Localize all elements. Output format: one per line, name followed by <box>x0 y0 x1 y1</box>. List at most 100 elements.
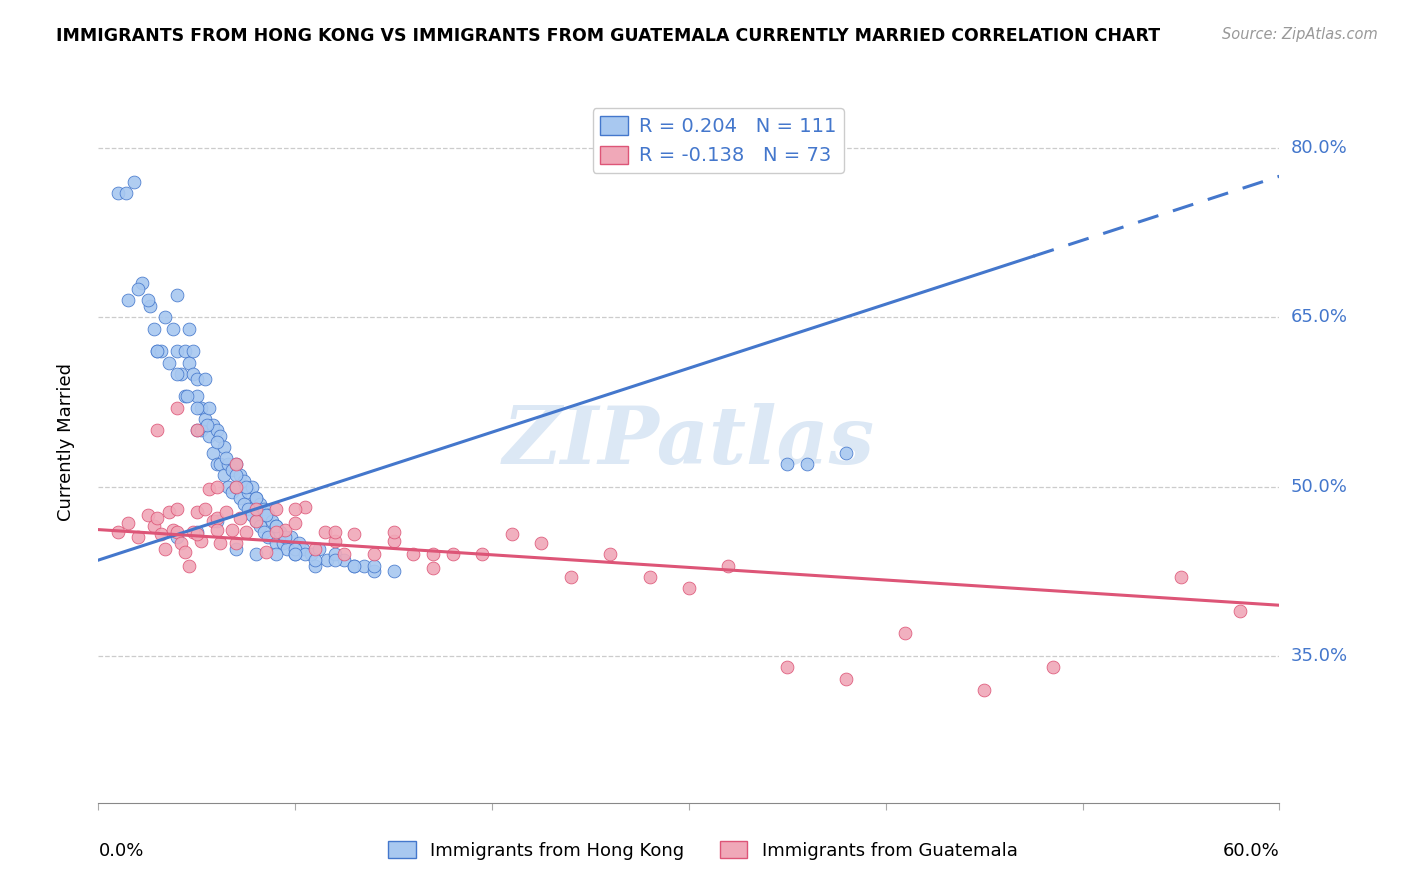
Point <box>225 536 247 550</box>
Point <box>205 514 228 528</box>
Point <box>894 626 917 640</box>
Point <box>122 175 145 189</box>
Point <box>177 355 200 369</box>
Point <box>284 548 307 562</box>
Point <box>353 558 375 573</box>
Point <box>363 565 385 579</box>
Point <box>284 548 307 562</box>
Point <box>217 457 239 471</box>
Point <box>273 536 295 550</box>
Point <box>245 514 267 528</box>
Point <box>284 502 307 516</box>
Point <box>166 502 188 516</box>
Point <box>343 527 366 541</box>
Point <box>363 548 385 562</box>
Point <box>304 541 326 556</box>
Point <box>155 310 177 325</box>
Point <box>195 417 218 432</box>
Point <box>245 502 267 516</box>
Point <box>186 423 208 437</box>
Point <box>221 463 243 477</box>
Point <box>269 524 291 539</box>
Point <box>186 423 208 437</box>
Point <box>274 523 297 537</box>
Point <box>835 672 858 686</box>
Point <box>264 519 287 533</box>
Point <box>142 321 165 335</box>
Point <box>186 389 208 403</box>
Point <box>146 423 169 437</box>
Point <box>323 548 346 562</box>
Point <box>276 541 298 556</box>
Point <box>177 321 200 335</box>
Legend: R = 0.204   N = 111, R = -0.138   N = 73: R = 0.204 N = 111, R = -0.138 N = 73 <box>592 108 845 173</box>
Point <box>217 480 239 494</box>
Point <box>190 423 212 437</box>
Point <box>256 531 278 545</box>
Point <box>201 514 224 528</box>
Point <box>174 389 197 403</box>
Point <box>194 372 217 386</box>
Point <box>138 299 160 313</box>
Point <box>221 485 243 500</box>
Point <box>190 533 212 548</box>
Point <box>299 548 322 562</box>
Point <box>166 531 188 545</box>
Point <box>131 277 153 291</box>
Point <box>382 565 405 579</box>
Point <box>471 548 494 562</box>
Text: 65.0%: 65.0% <box>1291 309 1347 326</box>
Point <box>264 536 287 550</box>
Point <box>245 491 267 505</box>
Point <box>127 282 149 296</box>
Point <box>186 524 208 539</box>
Text: Source: ZipAtlas.com: Source: ZipAtlas.com <box>1222 27 1378 42</box>
Point <box>1042 660 1064 674</box>
Point <box>717 558 740 573</box>
Point <box>315 553 337 567</box>
Point <box>166 367 188 381</box>
Point <box>117 293 139 308</box>
Point <box>254 508 277 522</box>
Point <box>225 468 247 483</box>
Point <box>209 429 232 443</box>
Point <box>146 344 169 359</box>
Point <box>235 524 257 539</box>
Point <box>264 524 287 539</box>
Point <box>205 523 228 537</box>
Point <box>225 457 247 471</box>
Text: 60.0%: 60.0% <box>1223 842 1279 860</box>
Point <box>146 344 169 359</box>
Point <box>215 451 238 466</box>
Point <box>249 497 271 511</box>
Point <box>209 457 232 471</box>
Point <box>308 541 330 556</box>
Point <box>221 523 243 537</box>
Point <box>363 558 385 573</box>
Point <box>236 485 259 500</box>
Point <box>638 570 661 584</box>
Point <box>157 504 180 518</box>
Point <box>181 344 204 359</box>
Text: 50.0%: 50.0% <box>1291 478 1347 496</box>
Point <box>599 548 621 562</box>
Point <box>776 660 799 674</box>
Point <box>225 480 247 494</box>
Point <box>155 541 177 556</box>
Point <box>245 548 267 562</box>
Point <box>264 519 287 533</box>
Text: 35.0%: 35.0% <box>1291 647 1348 665</box>
Text: 0.0%: 0.0% <box>98 842 143 860</box>
Point <box>233 497 256 511</box>
Point <box>422 548 444 562</box>
Point <box>170 367 193 381</box>
Point <box>162 523 184 537</box>
Point <box>209 536 232 550</box>
Point <box>314 524 336 539</box>
Point <box>294 500 316 514</box>
Point <box>235 480 257 494</box>
Point <box>236 502 259 516</box>
Point <box>229 491 252 505</box>
Point <box>107 186 129 201</box>
Point <box>530 536 553 550</box>
